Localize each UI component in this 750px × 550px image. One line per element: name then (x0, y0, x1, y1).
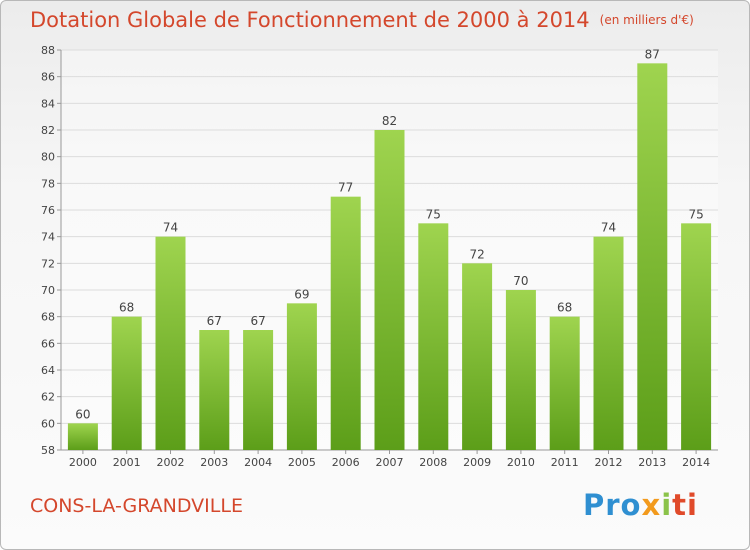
bar (505, 290, 536, 450)
data-label: 74 (163, 221, 178, 235)
y-tick-label: 84 (41, 97, 55, 110)
x-tick-label: 2005 (288, 456, 316, 469)
bar (155, 236, 186, 450)
data-label: 60 (75, 407, 90, 421)
bar (681, 223, 712, 450)
x-tick-label: 2007 (376, 456, 404, 469)
data-label: 67 (207, 314, 222, 328)
data-label: 75 (426, 207, 441, 221)
logo-part-2: x (641, 488, 662, 522)
data-label: 77 (338, 181, 353, 195)
data-label: 69 (294, 287, 309, 301)
bar (593, 236, 624, 450)
data-label: 70 (513, 274, 528, 288)
y-tick-label: 64 (41, 364, 55, 377)
logo-part-3: i (661, 488, 673, 522)
y-tick-label: 60 (41, 417, 55, 430)
bar (549, 316, 580, 450)
y-tick-label: 58 (41, 444, 55, 457)
bar (111, 316, 142, 450)
chart-subtitle: (en milliers d'€) (599, 13, 694, 27)
data-label: 67 (250, 314, 265, 328)
y-tick-label: 72 (41, 257, 55, 270)
x-tick-label: 2004 (244, 456, 272, 469)
data-label: 87 (645, 47, 660, 61)
bar (418, 223, 449, 450)
proxiti-logo[interactable]: Proxiti (583, 488, 698, 522)
commune-name: CONS-LA-GRANDVILLE (30, 495, 243, 517)
logo-part-4: ti (672, 488, 698, 522)
x-tick-label: 2008 (419, 456, 447, 469)
y-tick-label: 66 (41, 337, 55, 350)
data-label: 68 (557, 301, 572, 315)
x-tick-label: 2011 (551, 456, 579, 469)
y-tick-label: 70 (41, 284, 55, 297)
bar (637, 63, 668, 450)
chart-title: Dotation Globale de Fonctionnement de 20… (30, 8, 694, 32)
x-tick-label: 2000 (69, 456, 97, 469)
data-label: 68 (119, 301, 134, 315)
y-tick-label: 82 (41, 124, 55, 137)
x-tick-label: 2013 (638, 456, 666, 469)
chart-title-text: Dotation Globale de Fonctionnement de 20… (30, 8, 590, 32)
bar (243, 330, 274, 450)
data-label: 82 (382, 114, 397, 128)
y-tick-label: 68 (41, 311, 55, 324)
y-tick-label: 86 (41, 71, 55, 84)
y-tick-label: 88 (41, 44, 55, 57)
y-tick-label: 80 (41, 151, 55, 164)
data-label: 72 (469, 247, 484, 261)
x-tick-label: 2002 (157, 456, 185, 469)
bar (67, 423, 98, 450)
x-tick-label: 2010 (507, 456, 535, 469)
logo-part-1: Pro (583, 488, 642, 522)
y-tick-label: 62 (41, 391, 55, 404)
x-tick-label: 2003 (200, 456, 228, 469)
y-tick-label: 74 (41, 231, 55, 244)
x-tick-label: 2012 (595, 456, 623, 469)
bar (374, 130, 405, 450)
bar (462, 263, 493, 450)
x-tick-label: 2009 (463, 456, 491, 469)
bar (286, 303, 317, 450)
y-tick-label: 78 (41, 177, 55, 190)
x-tick-label: 2001 (113, 456, 141, 469)
bar (199, 330, 230, 450)
x-tick-label: 2006 (332, 456, 360, 469)
y-tick-label: 76 (41, 204, 55, 217)
bar (330, 196, 361, 450)
data-label: 74 (601, 221, 616, 235)
x-tick-label: 2014 (682, 456, 710, 469)
data-label: 75 (688, 207, 703, 221)
